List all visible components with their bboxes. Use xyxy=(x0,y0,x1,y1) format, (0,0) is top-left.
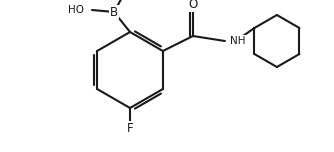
Text: HO: HO xyxy=(68,5,84,15)
Text: O: O xyxy=(188,0,197,12)
Text: B: B xyxy=(110,5,118,19)
Text: NH: NH xyxy=(230,36,245,46)
Text: F: F xyxy=(127,121,133,135)
